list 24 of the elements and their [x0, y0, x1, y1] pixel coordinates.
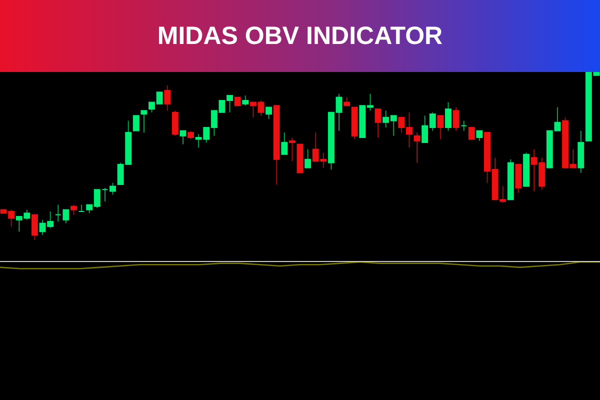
candlestick [31, 214, 38, 240]
candlestick [78, 204, 85, 212]
candlestick [172, 110, 178, 136]
candlestick [242, 95, 249, 106]
candlestick [304, 148, 312, 168]
candlestick [468, 126, 475, 140]
candlestick [374, 108, 382, 138]
candlestick [180, 130, 186, 145]
candlestick [445, 102, 452, 132]
candlestick [452, 106, 460, 132]
candlestick [437, 115, 444, 140]
candlestick [515, 164, 522, 194]
chart-title: MIDAS OBV INDICATOR [0, 0, 600, 72]
candlestick [476, 130, 483, 142]
candlestick [70, 204, 77, 216]
candlestick [460, 120, 468, 132]
candlestick [140, 110, 148, 133]
candlestick [110, 182, 116, 196]
candlestick [281, 132, 288, 155]
candlestick [132, 115, 140, 132]
candlestick [164, 84, 171, 112]
candlestick [266, 106, 272, 120]
candlestick [414, 132, 420, 164]
candlestick [288, 137, 296, 162]
